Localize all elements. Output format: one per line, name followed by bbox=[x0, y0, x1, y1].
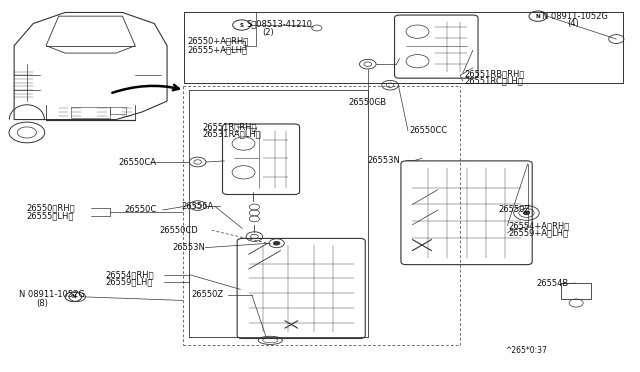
Text: 26559〈LH〉: 26559〈LH〉 bbox=[105, 278, 152, 286]
Text: S: S bbox=[239, 23, 244, 28]
Text: 26550CD: 26550CD bbox=[159, 226, 198, 235]
Bar bbox=[109, 108, 125, 114]
Text: (2): (2) bbox=[262, 28, 275, 37]
Text: 26553N: 26553N bbox=[172, 243, 205, 252]
Circle shape bbox=[273, 241, 280, 245]
Text: 26550C: 26550C bbox=[124, 205, 157, 215]
Text: (4): (4) bbox=[567, 19, 579, 28]
Text: ^265*0:37: ^265*0:37 bbox=[505, 346, 547, 355]
Text: 26551RB〈RH〉: 26551RB〈RH〉 bbox=[464, 69, 524, 78]
Text: 26553N: 26553N bbox=[368, 155, 401, 165]
Text: N: N bbox=[71, 294, 76, 299]
Circle shape bbox=[524, 211, 530, 215]
Text: 26550Z: 26550Z bbox=[191, 291, 223, 299]
Bar bbox=[561, 283, 591, 299]
Text: 26531RA〈LH〉: 26531RA〈LH〉 bbox=[203, 130, 262, 139]
Text: 26555+A〈LH〉: 26555+A〈LH〉 bbox=[188, 45, 248, 54]
Text: 26550CC: 26550CC bbox=[409, 126, 447, 135]
Text: 26551RC〈LH〉: 26551RC〈LH〉 bbox=[464, 76, 523, 85]
Bar bbox=[72, 107, 109, 118]
Text: 26550CA: 26550CA bbox=[118, 157, 156, 167]
Text: 26554〈RH〉: 26554〈RH〉 bbox=[105, 270, 154, 279]
Text: 26551R〈RH〉: 26551R〈RH〉 bbox=[203, 122, 257, 131]
Text: N: N bbox=[536, 14, 540, 19]
Text: (8): (8) bbox=[36, 299, 48, 308]
Text: N 08911-1052G: N 08911-1052G bbox=[541, 12, 607, 21]
Text: N 08911-1052G: N 08911-1052G bbox=[19, 291, 84, 299]
Text: 26559+A〈LH〉: 26559+A〈LH〉 bbox=[509, 228, 568, 237]
Text: 26550Z: 26550Z bbox=[499, 205, 531, 215]
Text: 26550CB: 26550CB bbox=[349, 99, 387, 108]
Text: 26554+A〈RH〉: 26554+A〈RH〉 bbox=[509, 221, 570, 230]
Text: 26555〈LH〉: 26555〈LH〉 bbox=[27, 211, 74, 220]
Text: S〈08513-41210: S〈08513-41210 bbox=[246, 20, 312, 29]
Text: 26550+A〈RH〉: 26550+A〈RH〉 bbox=[188, 37, 249, 46]
Text: 26554B: 26554B bbox=[537, 279, 569, 288]
Text: 26556A: 26556A bbox=[181, 202, 213, 211]
Text: 26550〈RH〉: 26550〈RH〉 bbox=[27, 203, 76, 213]
